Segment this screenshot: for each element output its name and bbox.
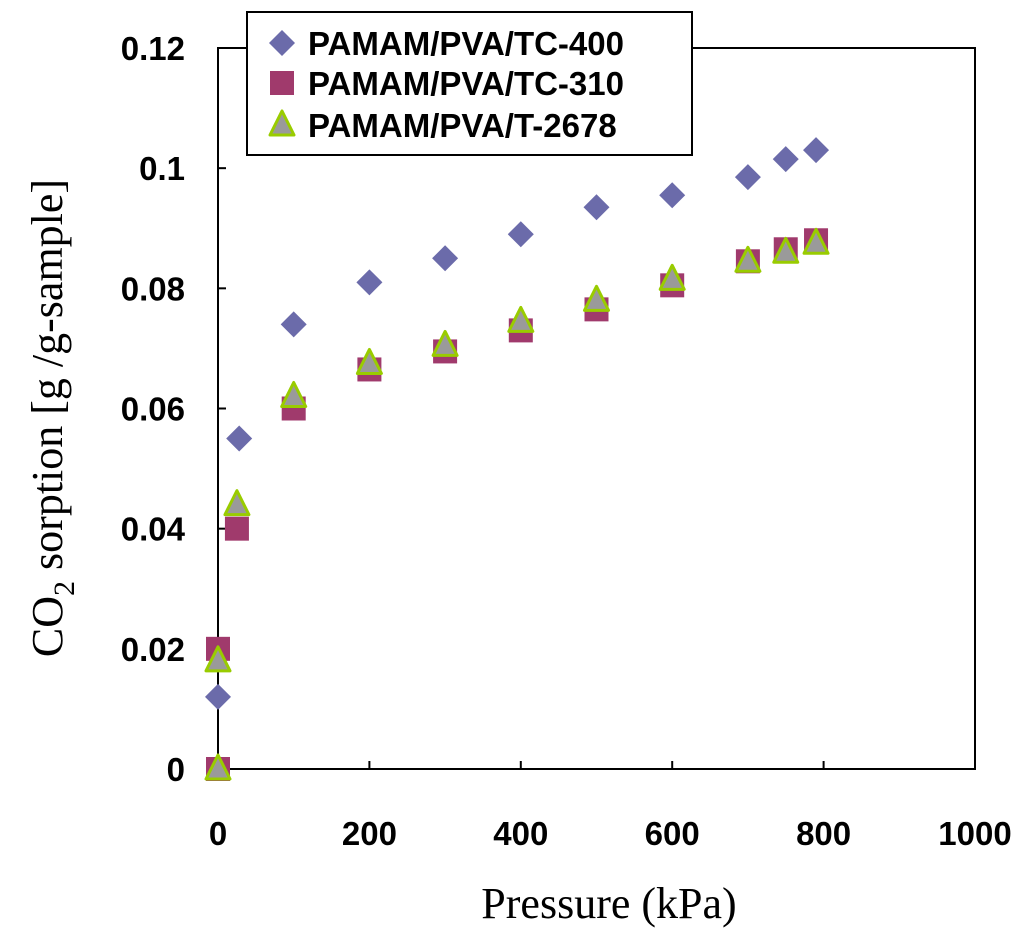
data-point-triangle xyxy=(431,329,459,357)
y-tick-label: 0 xyxy=(167,751,185,788)
x-tick-label: 800 xyxy=(796,815,851,852)
data-point-diamond xyxy=(583,194,610,221)
x-tick-label: 400 xyxy=(493,815,548,852)
data-point-diamond xyxy=(734,164,761,191)
legend-box xyxy=(246,11,693,156)
series-diamond xyxy=(205,137,830,710)
data-point-triangle xyxy=(658,263,686,291)
y-axis-title-suffix: sorption [g /g-sample] xyxy=(23,179,72,581)
data-point-triangle xyxy=(802,227,830,255)
x-tick-label: 1000 xyxy=(938,815,1011,852)
legend-marker-triangle xyxy=(268,109,296,137)
legend-label: PAMAM/PVA/TC-400 xyxy=(308,25,624,62)
data-point-diamond xyxy=(803,137,830,164)
data-point-diamond xyxy=(507,221,534,248)
x-axis-ticks: 0 200 400 600 800 1000 xyxy=(209,761,1012,852)
data-point-triangle xyxy=(223,489,251,517)
data-point-diamond xyxy=(356,269,383,296)
y-tick-label: 0.06 xyxy=(121,391,185,428)
data-point-triangle xyxy=(355,347,383,375)
y-tick-label: 0.08 xyxy=(121,270,185,307)
data-point-diamond xyxy=(432,245,459,272)
data-point-diamond xyxy=(226,425,253,452)
data-point-diamond xyxy=(772,146,799,173)
y-tick-label: 0.04 xyxy=(121,511,186,548)
data-series xyxy=(204,137,830,781)
data-point-triangle xyxy=(204,753,232,781)
y-tick-label: 0.02 xyxy=(121,631,185,668)
legend-label: PAMAM/PVA/TC-310 xyxy=(308,65,624,102)
x-tick-label: 600 xyxy=(645,815,700,852)
data-point-triangle xyxy=(507,305,535,333)
y-axis-title-prefix: CO xyxy=(23,596,72,657)
legend-marker-diamond xyxy=(269,30,295,56)
legend-marker-square xyxy=(270,71,294,95)
data-point-diamond xyxy=(659,182,686,209)
data-point-square xyxy=(224,516,249,541)
y-axis-ticks: 0 0.02 0.04 0.06 0.08 0.1 0.12 xyxy=(121,30,226,788)
data-point-triangle xyxy=(280,380,308,408)
y-axis-title-subscript: 2 xyxy=(48,581,81,596)
x-tick-label: 0 xyxy=(209,815,227,852)
x-axis-title: Pressure (kPa) xyxy=(481,879,736,928)
data-point-diamond xyxy=(205,683,231,710)
series-triangle xyxy=(204,227,830,781)
y-tick-label: 0.12 xyxy=(121,30,185,67)
x-tick-label: 200 xyxy=(342,815,397,852)
data-point-triangle xyxy=(734,245,762,273)
legend-label: PAMAM/PVA/T-2678 xyxy=(308,107,617,144)
data-point-diamond xyxy=(280,311,307,338)
y-axis-title: CO2 sorption [g /g-sample] xyxy=(23,179,81,657)
data-point-triangle xyxy=(204,645,232,673)
y-tick-label: 0.1 xyxy=(139,150,185,187)
data-point-triangle xyxy=(772,236,800,264)
data-point-triangle xyxy=(583,284,610,312)
plot-area xyxy=(217,47,976,770)
